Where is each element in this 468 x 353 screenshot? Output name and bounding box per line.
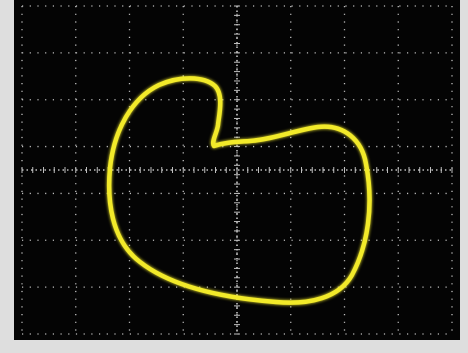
graticule-grid: [21, 5, 453, 335]
oscilloscope-display: [21, 5, 453, 335]
signal-trace: [106, 76, 372, 305]
oscilloscope-screen: [14, 0, 460, 340]
